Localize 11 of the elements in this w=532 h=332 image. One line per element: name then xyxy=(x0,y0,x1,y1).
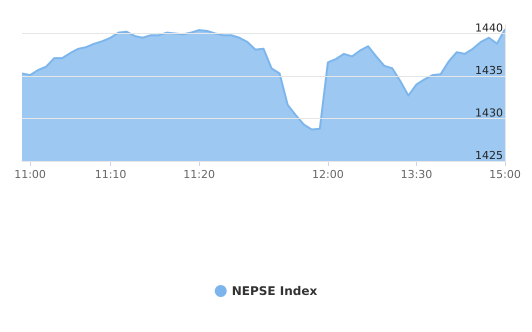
y-tick-label: 1440 xyxy=(475,22,503,34)
x-tick-label: 11:00 xyxy=(14,168,46,181)
y-tick-label: 1430 xyxy=(475,106,503,120)
y-tick-label: 1435 xyxy=(475,64,503,77)
x-tick-label: 12:00 xyxy=(312,168,344,181)
x-tick-label: 13:30 xyxy=(400,168,432,181)
y-tick-label: 1425 xyxy=(475,149,503,162)
x-tick-label: 11:10 xyxy=(94,168,126,181)
legend-label: NEPSE Index xyxy=(232,284,318,298)
x-tick-label: 15:00 xyxy=(489,168,521,181)
x-tick-label: 11:20 xyxy=(183,168,215,181)
